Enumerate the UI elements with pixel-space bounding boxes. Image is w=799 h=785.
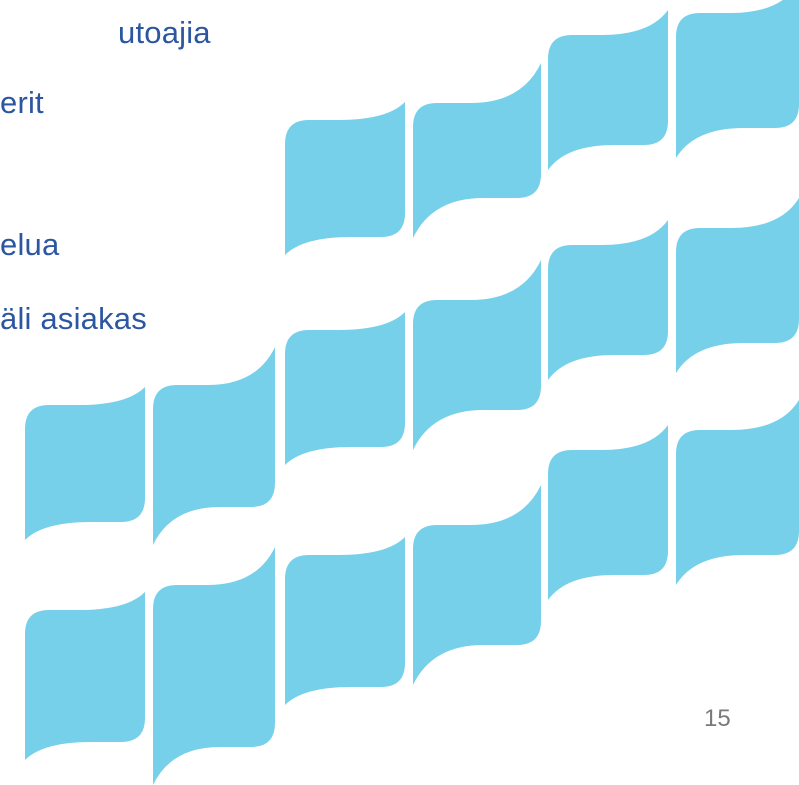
wave-tile	[413, 485, 541, 685]
wave-tiles-group	[25, 0, 799, 785]
wave-tile	[25, 592, 145, 760]
bullet-text-3: elua	[0, 227, 60, 262]
slide-page-number: 15	[704, 705, 731, 732]
wave-tile	[285, 537, 405, 705]
wave-tile	[548, 425, 668, 600]
wave-tile	[548, 220, 668, 380]
wave-tile	[153, 547, 275, 785]
bullet-text-1: utoajia	[118, 15, 211, 50]
wave-tile	[676, 198, 799, 373]
wave-tile	[285, 312, 405, 465]
wave-tile	[676, 400, 799, 585]
bullet-text-4: äli asiakas	[0, 301, 147, 336]
wave-tile	[285, 102, 405, 255]
wave-tile	[548, 10, 668, 170]
wave-tile	[413, 63, 541, 238]
wave-tile	[413, 260, 541, 450]
wave-tile	[676, 0, 799, 158]
bullet-text-2: erit	[0, 85, 44, 120]
wave-tile	[153, 347, 275, 545]
wave-tile	[25, 387, 145, 540]
